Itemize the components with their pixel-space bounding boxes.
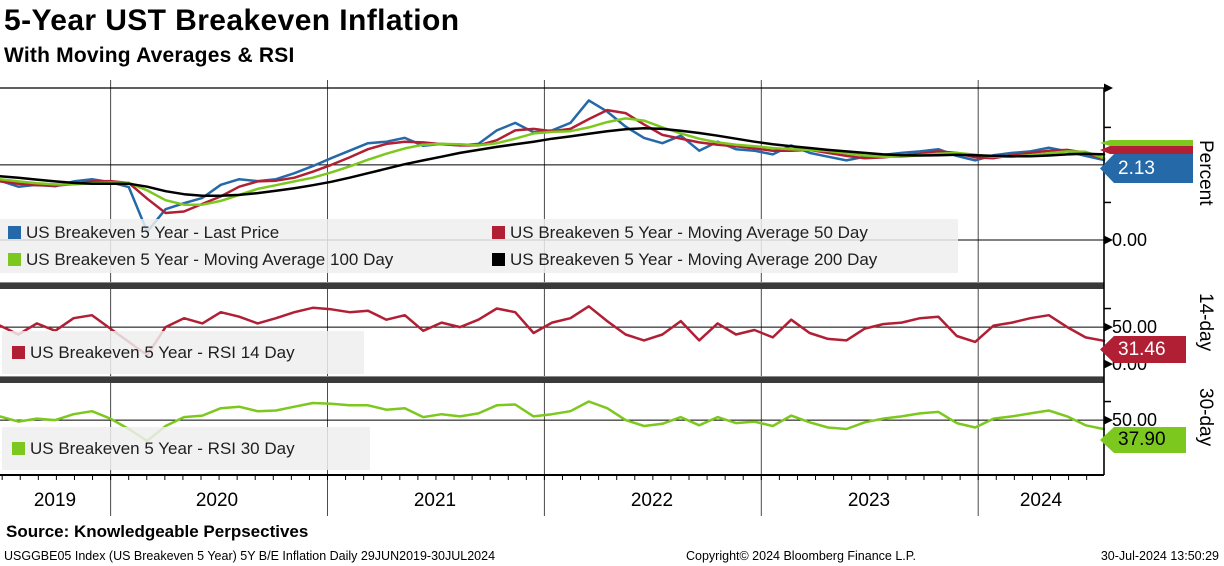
legend-rsi14-panel: US Breakeven 5 Year - RSI 14 Day xyxy=(2,331,364,374)
ma200-swatch-icon xyxy=(492,253,505,266)
x-tick-2019: 2019 xyxy=(33,490,77,511)
legend-item-rsi30: US Breakeven 5 Year - RSI 30 Day xyxy=(12,439,295,459)
y-tick-rsi30-fifty: 50.00 xyxy=(1112,410,1158,430)
legend-label: US Breakeven 5 Year - Moving Average 100… xyxy=(26,249,394,269)
rsi14-swatch-icon xyxy=(12,346,25,359)
legend-label: US Breakeven 5 Year - RSI 30 Day xyxy=(30,438,295,458)
x-tick-2024: 2024 xyxy=(1019,490,1063,511)
copyright-text: Copyright© 2024 Bloomberg Finance L.P. xyxy=(686,549,916,563)
x-tick-2021: 2021 xyxy=(413,490,457,511)
page-title: 5-Year UST Breakeven Inflation xyxy=(4,4,460,37)
legend-main-panel: US Breakeven 5 Year - Last Price US Brea… xyxy=(0,219,958,273)
ticker-description: USGGBE05 Index (US Breakeven 5 Year) 5Y … xyxy=(4,549,496,563)
y-tick-rsi14-fifty: 50.00 xyxy=(1112,317,1158,337)
rsi30-value-badge: 37.90 xyxy=(1100,427,1186,453)
legend-rsi30-panel: US Breakeven 5 Year - RSI 30 Day xyxy=(2,427,370,470)
rsi30-swatch-icon xyxy=(12,442,25,455)
legend-label: US Breakeven 5 Year - RSI 14 Day xyxy=(30,342,295,362)
legend-item-ma50: US Breakeven 5 Year - Moving Average 50 … xyxy=(492,223,958,243)
x-tick-2022: 2022 xyxy=(630,490,674,511)
ma50-value-strip xyxy=(1100,146,1193,154)
axis-label-percent: Percent xyxy=(1195,140,1216,206)
chart-plot-area xyxy=(0,80,1113,516)
ma100-swatch-icon xyxy=(8,253,21,266)
axis-label-14-day: 14-day xyxy=(1195,293,1216,352)
last-price-swatch-icon xyxy=(8,226,21,239)
legend-item-ma200: US Breakeven 5 Year - Moving Average 200… xyxy=(492,250,958,270)
legend-item-last-price: US Breakeven 5 Year - Last Price xyxy=(8,223,492,243)
legend-label: US Breakeven 5 Year - Last Price xyxy=(26,222,280,242)
page-subtitle: With Moving Averages & RSI xyxy=(4,44,295,67)
x-tick-2023: 2023 xyxy=(847,490,891,511)
legend-label: US Breakeven 5 Year - Moving Average 200… xyxy=(510,249,878,269)
legend-item-rsi14: US Breakeven 5 Year - RSI 14 Day xyxy=(12,343,295,363)
last-price-badge: 2.13 xyxy=(1100,154,1193,183)
ma50-swatch-icon xyxy=(492,226,505,239)
axis-label-30-day: 30-day xyxy=(1195,388,1216,447)
source-line: Source: Knowledgeable Perpsectives xyxy=(6,522,309,541)
legend-label: US Breakeven 5 Year - Moving Average 50 … xyxy=(510,222,868,242)
y-tick-main-zero: 0.00 xyxy=(1112,230,1148,250)
x-tick-2020: 2020 xyxy=(195,490,239,511)
legend-item-ma100: US Breakeven 5 Year - Moving Average 100… xyxy=(8,250,492,270)
ma100-value-strip xyxy=(1100,140,1193,146)
rsi14-value-badge: 31.46 xyxy=(1100,336,1186,363)
timestamp-text: 30-Jul-2024 13:50:29 xyxy=(1100,549,1219,563)
